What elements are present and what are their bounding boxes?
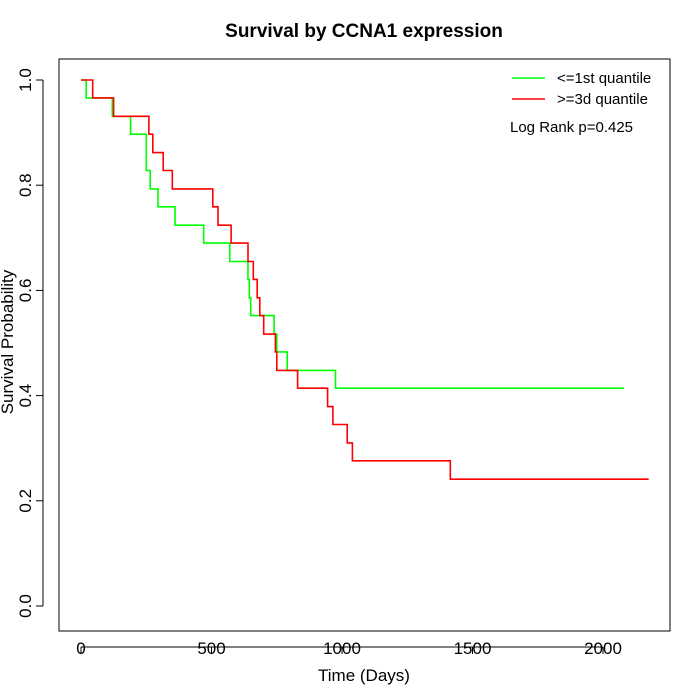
y-tick-label: 0.0: [16, 594, 35, 618]
x-tick-label: 2000: [584, 639, 622, 658]
series-layer: [81, 79, 649, 480]
x-tick-label: 1000: [323, 639, 361, 658]
chart-title: Survival by CCNA1 expression: [225, 21, 503, 42]
legend-label-low: <=1st quantile: [557, 70, 651, 87]
y-tick-label: 0.4: [16, 384, 35, 408]
x-axis: 0 500 1000 1500 2000: [76, 639, 622, 658]
y-tick-label: 0.8: [16, 173, 35, 197]
plot-frame: [58, 58, 671, 632]
x-axis-label: Time (Days): [318, 666, 410, 685]
y-tick-label: 1.0: [16, 68, 35, 92]
y-axis: 0.0 0.2 0.4 0.6 0.8 1.0: [16, 68, 44, 618]
x-tick-label: 500: [197, 639, 225, 658]
x-tick-label: 1500: [454, 639, 492, 658]
x-tick-label: 0: [76, 639, 85, 658]
y-axis-label: Survival Probability: [0, 269, 17, 414]
log-rank-annotation: Log Rank p=0.425: [510, 119, 633, 136]
legend-label-high: >=3d quantile: [557, 91, 648, 108]
legend: <=1st quantile >=3d quantile: [512, 70, 651, 108]
series-line-high-quantile: [81, 79, 649, 480]
y-tick-label: 0.2: [16, 489, 35, 513]
series-line-low-quantile: [81, 79, 624, 389]
y-tick-label: 0.6: [16, 279, 35, 303]
